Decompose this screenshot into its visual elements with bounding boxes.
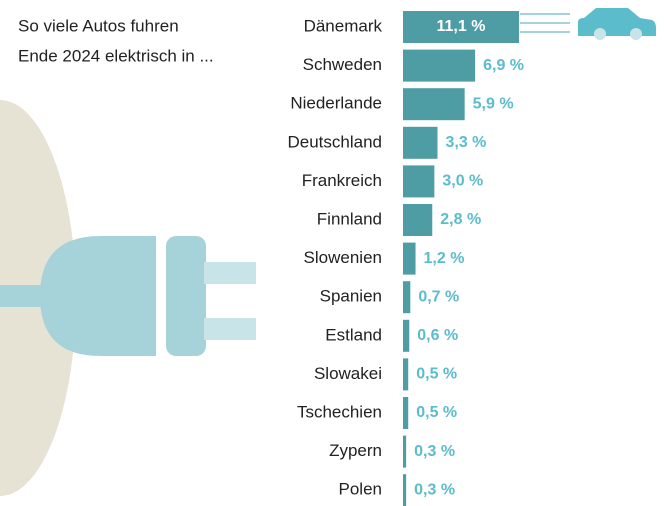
category-label: Frankreich [302,171,382,190]
value-label: 0,3 % [414,443,455,460]
category-label: Deutschland [287,132,382,151]
chart: So viele Autos fuhren Ende 2024 elektrisc… [0,0,670,506]
bar [403,358,408,390]
value-label: 11,1 % [437,18,486,35]
bar [403,204,432,236]
category-label: Slowakei [314,364,382,383]
category-label: Dänemark [304,16,383,35]
bar [403,397,408,429]
car-icon [520,8,656,40]
value-label: 3,3 % [445,134,486,151]
value-label: 0,6 % [417,327,458,344]
car [578,8,656,36]
bar [403,243,416,275]
category-label: Polen [339,480,382,499]
prong [204,262,256,284]
value-label: 0,3 % [414,481,455,498]
plug-part [166,236,206,356]
value-label: 3,0 % [442,173,483,190]
bar [403,436,406,468]
plug-body [40,236,156,356]
bar [403,127,437,159]
value-label: 0,5 % [416,366,457,383]
chart-title: Ende 2024 elektrisch in ... [18,46,214,65]
category-label: Niederlande [290,94,382,113]
bar [403,474,406,506]
category-label: Estland [325,325,382,344]
category-label: Tschechien [297,402,382,421]
value-label: 6,9 % [483,57,524,74]
bar [403,320,409,352]
value-label: 5,9 % [473,95,514,112]
category-label: Zypern [329,441,382,460]
bar [403,88,465,120]
category-label: Slowenien [304,248,382,267]
illustration [0,100,256,496]
value-label: 2,8 % [440,211,481,228]
value-label: 1,2 % [424,250,465,267]
wheel [630,28,642,40]
value-label: 0,5 % [416,404,457,421]
category-label: Finnland [317,209,382,228]
category-label: Spanien [320,287,382,306]
bar [403,281,410,313]
chart-title: So viele Autos fuhren [18,16,179,35]
wheel [594,28,606,40]
value-label: 0,7 % [418,288,459,305]
category-label: Schweden [303,55,382,74]
bar [403,165,434,197]
bar [403,50,475,82]
prong [204,318,256,340]
